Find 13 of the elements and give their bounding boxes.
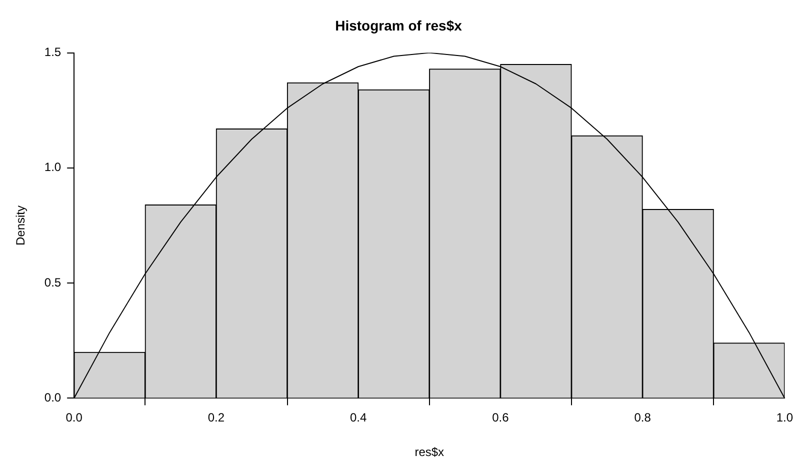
x-tick-label: 0.0 (66, 410, 83, 425)
chart-title: Histogram of res$x (335, 17, 462, 34)
x-tick-label: 0.4 (350, 410, 367, 425)
x-tick-label: 0.8 (634, 410, 652, 425)
y-tick-label: 0.5 (44, 275, 62, 290)
y-tick-label: 0.0 (44, 390, 62, 405)
y-axis-title: Density (14, 205, 28, 246)
x-tick-label: 0.6 (492, 410, 510, 425)
x-axis-title: res$x (414, 445, 444, 460)
y-tick-label: 1.0 (44, 160, 62, 174)
x-tick-label: 1.0 (776, 410, 794, 425)
y-tick-label: 1.5 (44, 45, 62, 60)
x-tick-label: 0.2 (208, 410, 225, 425)
